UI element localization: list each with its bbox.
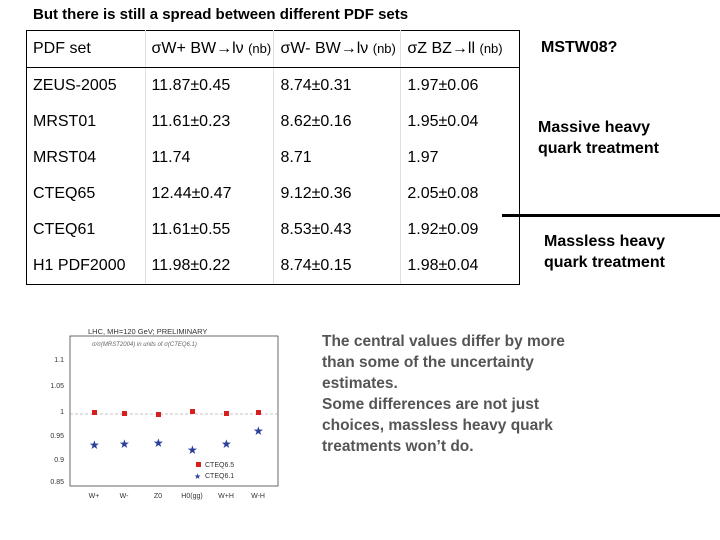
x-category-label: W-H bbox=[251, 493, 265, 500]
row-wplus-value: 11.87±0.45 bbox=[145, 67, 275, 104]
note-line: Some differences are not just bbox=[322, 396, 540, 413]
cteq61-point: ★ bbox=[221, 437, 232, 451]
header-z: σZ BZ→ll (nb) bbox=[400, 30, 520, 68]
row-wminus-value: 8.53±0.43 bbox=[273, 212, 402, 248]
y-tick-label: 1.1 bbox=[54, 357, 64, 364]
row-pdf-name: MRST01 bbox=[26, 104, 146, 140]
cteq61-point: ★ bbox=[187, 443, 198, 457]
header-wminus-unit: (nb) bbox=[372, 41, 396, 56]
massless-label-line: Massless heavy bbox=[544, 233, 665, 250]
x-category-label: Z0 bbox=[154, 493, 162, 500]
massive-label-line: quark treatment bbox=[538, 140, 659, 157]
y-tick-label: 0.9 bbox=[54, 457, 64, 464]
y-tick-label: 0.95 bbox=[50, 433, 64, 440]
plot-subtitle: σ/σ(MRST2004) in units of σ(CTEQ6.1) bbox=[92, 342, 197, 348]
row-z-value: 2.05±0.08 bbox=[407, 185, 479, 202]
ratio-plot: LHC, MH=120 GeV; PRELIMINARY σ/σ(MRST200… bbox=[50, 327, 279, 500]
cteq61-point: ★ bbox=[153, 436, 164, 450]
cteq65-point bbox=[92, 410, 97, 415]
row-z-value: 1.98±0.04 bbox=[400, 248, 520, 285]
row-pdf-name: MRST04 bbox=[26, 140, 146, 176]
header-wplus-unit: (nb) bbox=[248, 41, 272, 56]
table-row: CTEQ65 12.44±0.47 9.12±0.36 2.05±0.08 bbox=[26, 176, 520, 212]
massless-label-line: quark treatment bbox=[544, 254, 665, 271]
row-wminus-value: 8.74±0.31 bbox=[273, 67, 402, 104]
x-category-label: H0(gg) bbox=[181, 493, 202, 500]
header-wplus: σW+ BW→lν (nb) bbox=[145, 30, 275, 68]
cteq65-markers bbox=[92, 409, 261, 417]
header-z-unit: (nb) bbox=[479, 41, 503, 56]
header-pdf-set: PDF set bbox=[26, 30, 146, 68]
plot-frame bbox=[69, 335, 279, 487]
note-line: than some of the uncertainty bbox=[322, 354, 534, 371]
table-row: MRST04 11.74 8.71 1.97 bbox=[26, 140, 520, 176]
cteq65-point bbox=[156, 412, 161, 417]
cteq65-point bbox=[190, 409, 195, 414]
row-wplus-value: 12.44±0.47 bbox=[145, 176, 275, 212]
note-line: estimates. bbox=[322, 375, 398, 392]
row-wminus-value: 8.71 bbox=[273, 140, 402, 176]
header-wminus: σW- BW→lν (nb) bbox=[273, 30, 402, 68]
row-wplus-value: 11.61±0.55 bbox=[145, 212, 275, 248]
conclusion-note: The central values differ by more than s… bbox=[322, 331, 622, 457]
row-pdf-name: ZEUS-2005 bbox=[26, 67, 146, 104]
note-line: choices, massless heavy quark bbox=[322, 417, 553, 434]
legend-cteq65-swatch bbox=[196, 462, 201, 467]
massless-heavy-quark-label: Massless heavy quark treatment bbox=[544, 231, 665, 273]
note-line: treatments won’t do. bbox=[322, 438, 474, 455]
legend-cteq61-label: CTEQ6.1 bbox=[205, 473, 234, 480]
row-z-value: 1.92±0.09 bbox=[407, 221, 479, 238]
cross-section-table: PDF set σW+ BW→lν (nb) σW- BW→lν (nb) σZ… bbox=[26, 30, 520, 285]
row-wminus-value: 8.62±0.16 bbox=[273, 104, 402, 140]
cteq61-point: ★ bbox=[89, 438, 100, 452]
row-wminus-value: 8.74±0.15 bbox=[273, 248, 402, 285]
mstw-label: MSTW08? bbox=[541, 39, 618, 56]
table-row: H1 PDF2000 11.98±0.22 8.74±0.15 1.98±0.0… bbox=[26, 248, 520, 285]
y-tick-label: 1.05 bbox=[50, 383, 64, 390]
row-wplus-value: 11.98±0.22 bbox=[145, 248, 275, 285]
x-category-label: W+H bbox=[218, 493, 234, 500]
note-line: The central values differ by more bbox=[322, 333, 565, 350]
page-title: But there is still a spread between diff… bbox=[33, 6, 409, 23]
table-header-row: PDF set σW+ BW→lν (nb) σW- BW→lν (nb) σZ… bbox=[26, 30, 520, 68]
y-tick-label: 0.85 bbox=[50, 479, 64, 486]
cteq65-point bbox=[224, 411, 229, 416]
row-pdf-name: CTEQ65 bbox=[26, 176, 146, 212]
table-row: CTEQ61 11.61±0.55 8.53±0.43 1.92±0.09 bbox=[26, 212, 520, 248]
table-row: ZEUS-2005 11.87±0.45 8.74±0.31 1.97±0.06 bbox=[26, 67, 520, 104]
row-z-value: 1.97 bbox=[407, 149, 439, 166]
row-wplus-value: 11.61±0.23 bbox=[145, 104, 275, 140]
row-wplus-value: 11.74 bbox=[145, 140, 275, 176]
cteq65-point bbox=[256, 410, 261, 415]
legend-cteq61-swatch: ★ bbox=[194, 472, 201, 481]
row-z-value: 1.97±0.06 bbox=[407, 77, 479, 94]
header-z-symbol: σZ BZ→ll bbox=[407, 40, 476, 57]
legend-cteq65-label: CTEQ6.5 bbox=[205, 462, 234, 469]
header-wplus-symbol: σW+ BW→lν bbox=[151, 40, 244, 57]
x-category-label: W+ bbox=[89, 493, 100, 500]
cteq65-point bbox=[122, 411, 127, 416]
massive-heavy-quark-label: Massive heavy quark treatment bbox=[538, 117, 659, 159]
row-z-value: 1.95±0.04 bbox=[407, 113, 479, 130]
section-divider bbox=[502, 214, 720, 217]
row-pdf-name: CTEQ61 bbox=[26, 212, 146, 248]
x-category-label: W- bbox=[120, 493, 129, 500]
row-wminus-value: 9.12±0.36 bbox=[273, 176, 402, 212]
header-wminus-symbol: σW- BW→lν bbox=[280, 40, 369, 57]
table-row: MRST01 11.61±0.23 8.62±0.16 1.95±0.04 bbox=[26, 104, 520, 140]
y-tick-label: 1 bbox=[60, 409, 64, 416]
massive-label-line: Massive heavy bbox=[538, 119, 651, 136]
row-pdf-name: H1 PDF2000 bbox=[26, 248, 146, 285]
cteq61-point: ★ bbox=[119, 437, 130, 451]
plot-title: LHC, MH=120 GeV; PRELIMINARY bbox=[88, 327, 207, 336]
cteq61-point: ★ bbox=[253, 424, 264, 438]
cteq61-markers: ★ ★ ★ ★ ★ ★ bbox=[89, 424, 264, 457]
